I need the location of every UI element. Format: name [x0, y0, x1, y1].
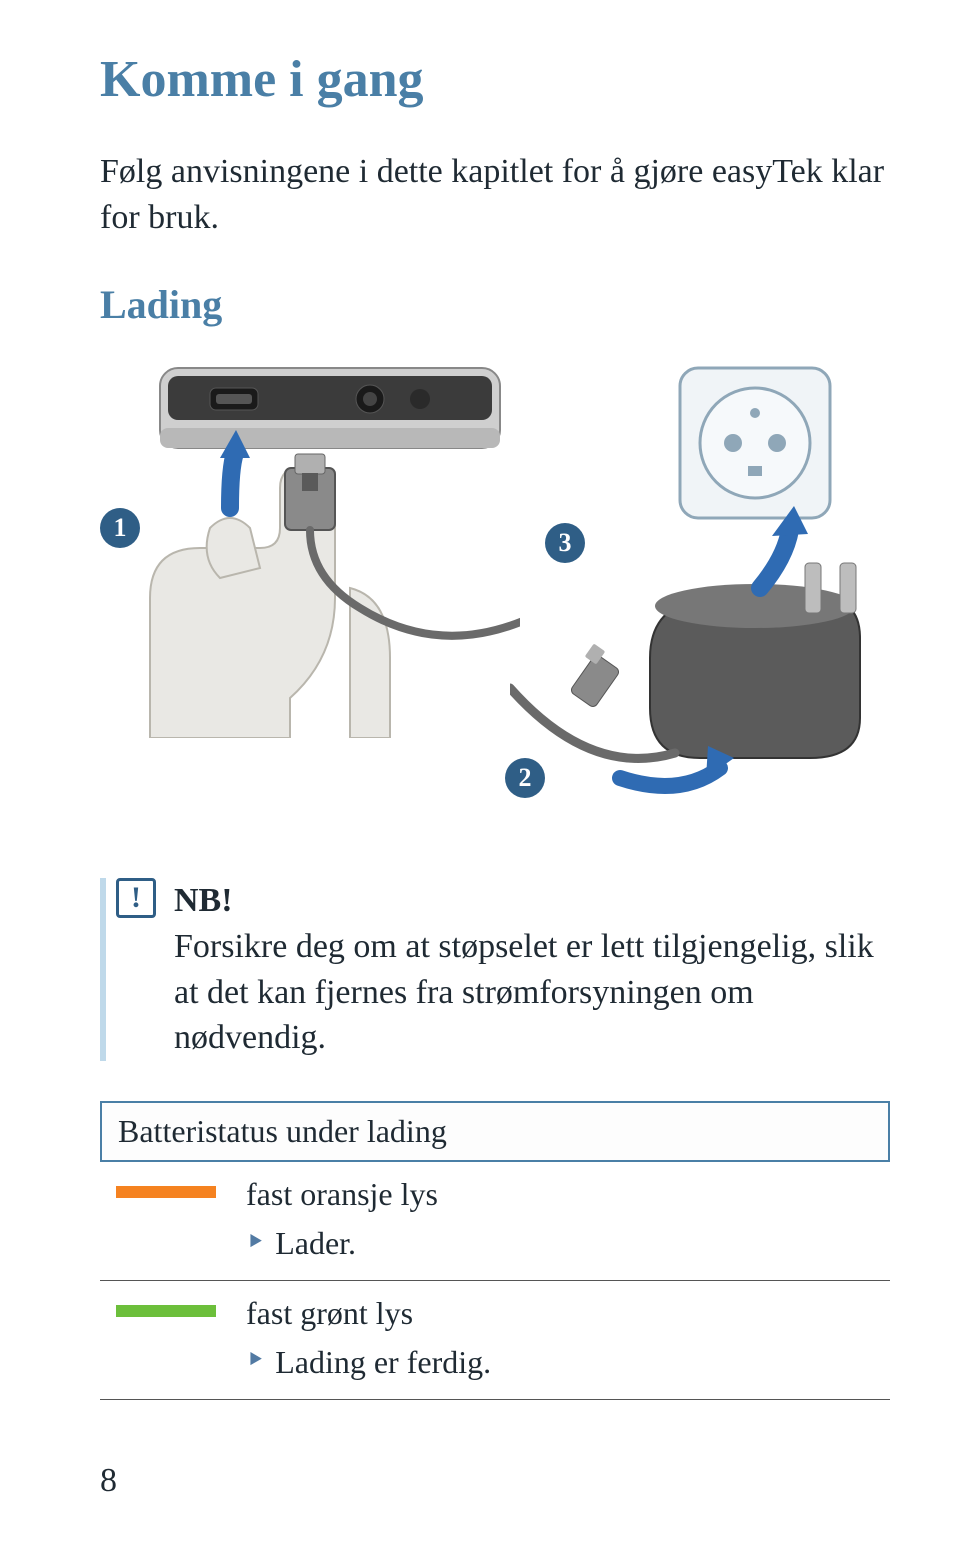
orange-chip: [116, 1186, 216, 1198]
warning-note: ! NB! Forsikre deg om at støpselet er le…: [100, 878, 890, 1062]
table-row: fast grønt lys ⯈ Lading er ferdig.: [100, 1281, 890, 1400]
diagram-step-3-badge: 3: [545, 523, 585, 563]
intro-paragraph: Følg anvisningene i dette kapitlet for å…: [100, 149, 890, 241]
green-chip: [116, 1305, 216, 1317]
table-row: fast oransje lys ⯈ Lader.: [100, 1162, 890, 1281]
page-number: 8: [100, 1462, 117, 1500]
row-sublabel: Lader.: [275, 1221, 356, 1266]
warning-body-text: Forsikre deg om at støpselet er lett til…: [174, 928, 874, 1057]
diagram-step-2-badge: 2: [505, 758, 545, 798]
table-header: Batteristatus under lading: [100, 1101, 890, 1162]
warning-nb-label: NB!: [174, 882, 233, 919]
row-sublabel: Lading er ferdig.: [275, 1340, 491, 1385]
battery-status-table: Batteristatus under lading fast oransje …: [100, 1101, 890, 1399]
arrow-icon: ⯈: [246, 1345, 265, 1379]
charging-diagram: 1 3 2: [100, 358, 890, 838]
diagram-outlet-panel: [510, 358, 890, 818]
row-label: fast grønt lys: [246, 1291, 491, 1336]
diagram-device-panel: [140, 358, 520, 738]
arrow-icon: ⯈: [246, 1227, 265, 1261]
warning-icon: !: [116, 878, 156, 918]
page-title: Komme i gang: [100, 50, 890, 109]
section-heading-lading: Lading: [100, 281, 890, 328]
row-label: fast oransje lys: [246, 1172, 438, 1217]
diagram-step-1-badge: 1: [100, 508, 140, 548]
